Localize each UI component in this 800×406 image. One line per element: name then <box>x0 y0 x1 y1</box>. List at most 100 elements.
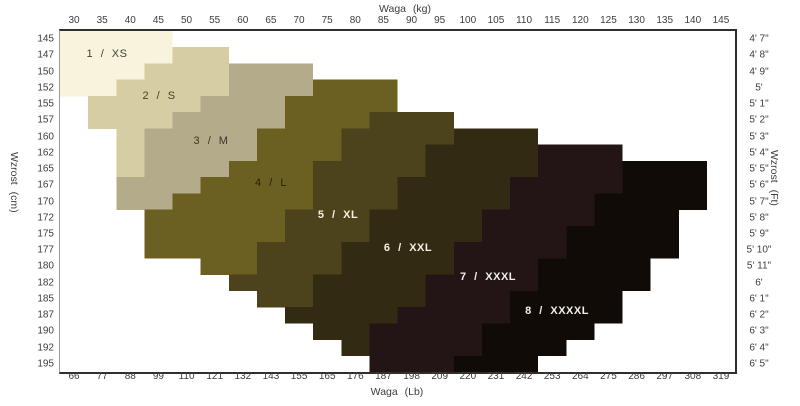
tick-label-kg: 130 <box>628 15 645 26</box>
size-band-xxxl-row <box>453 258 539 275</box>
bottom-axis-title: Waga (Lb) <box>370 386 424 398</box>
size-band-label-l: 4 / L <box>255 177 287 189</box>
size-band-xl-row <box>313 160 426 178</box>
tick-label-cm: 172 <box>37 212 54 224</box>
right-axis-title: Wzrost (Ft) <box>768 150 780 206</box>
tick-label-ft: 6' 4" <box>749 342 769 354</box>
size-band-xs-row <box>60 31 173 48</box>
size-band-xxxl-row <box>510 193 595 211</box>
size-band-l-row <box>313 79 398 97</box>
tick-label-ft: 4' 8" <box>749 49 769 61</box>
tick-label-lb: 99 <box>152 371 164 382</box>
size-band-xxxl-row <box>538 144 623 162</box>
size-band-s-row <box>116 160 145 178</box>
tick-label-ft: 6' <box>755 277 763 289</box>
tick-label-cm: 195 <box>37 358 54 370</box>
size-band-xxl-row <box>341 339 370 357</box>
size-band-s-row <box>88 95 201 113</box>
size-band-label-s: 2 / S <box>142 90 176 102</box>
tick-label-kg: 125 <box>600 15 617 26</box>
size-band-xxl-row <box>453 128 539 146</box>
size-chart-plot-area <box>59 29 737 374</box>
size-band-s-row <box>116 79 229 97</box>
tick-label-lb: 253 <box>543 371 561 382</box>
size-band-l-row <box>144 225 286 243</box>
tick-label-ft: 5' 11" <box>746 260 772 272</box>
tick-label-ft: 5' 2" <box>749 114 769 126</box>
size-band-label-xxxxl: 8 / XXXXL <box>525 305 589 317</box>
size-band-xxxxl-row <box>481 339 567 357</box>
tick-label-lb: 187 <box>375 371 392 382</box>
size-band-m-row <box>228 63 314 81</box>
size-band-xxxl-row <box>369 339 482 357</box>
size-band-l-row <box>144 242 257 259</box>
tick-label-cm: 185 <box>37 293 54 305</box>
size-band-xl-row <box>228 274 314 292</box>
size-band-label-m: 3 / M <box>193 135 229 147</box>
tick-label-lb: 308 <box>684 371 702 382</box>
tick-label-kg: 35 <box>96 15 108 26</box>
tick-label-ft: 6' 3" <box>749 325 769 337</box>
size-band-xxl-row <box>369 225 482 243</box>
size-band-label-xxl: 6 / XXL <box>383 242 433 254</box>
size-bands-canvas <box>60 31 707 372</box>
tick-label-kg: 100 <box>459 15 477 26</box>
size-band-xxl-row <box>369 209 482 227</box>
size-band-l-row <box>256 144 342 162</box>
tick-label-kg: 135 <box>656 15 674 26</box>
tick-label-ft: 5' 1" <box>749 98 769 110</box>
size-band-xxxl-row <box>397 307 510 324</box>
tick-label-kg: 45 <box>152 15 164 26</box>
tick-label-cm: 182 <box>37 277 54 289</box>
tick-label-cm: 147 <box>37 49 54 61</box>
tick-label-cm: 150 <box>37 66 54 78</box>
tick-label-lb: 286 <box>628 371 645 382</box>
size-band-m-row <box>144 160 229 178</box>
size-band-m-row <box>228 79 314 97</box>
tick-label-cm: 167 <box>37 179 54 191</box>
tick-label-cm: 162 <box>37 147 54 159</box>
tick-label-ft: 5' 4" <box>749 147 769 159</box>
size-band-xxxl-row <box>453 242 567 259</box>
size-band-xl-row <box>256 258 342 275</box>
size-band-xxxxl-row <box>566 242 679 259</box>
tick-label-ft: 4' 9" <box>749 66 769 78</box>
size-band-xxxl-row <box>481 209 595 227</box>
size-band-xs-row <box>60 79 117 97</box>
tick-label-kg: 95 <box>434 15 446 26</box>
size-band-l-row <box>285 112 370 129</box>
tick-label-lb: 143 <box>262 371 280 382</box>
size-band-l-row <box>200 258 257 275</box>
tick-label-lb: 77 <box>96 371 108 382</box>
size-band-xxxxl-row <box>538 258 651 275</box>
tick-label-lb: 264 <box>571 371 589 382</box>
size-band-xxl-row <box>341 242 454 259</box>
tick-label-kg: 65 <box>265 15 277 26</box>
tick-label-ft: 4' 7" <box>749 33 769 45</box>
tick-label-lb: 242 <box>515 371 533 382</box>
tick-label-kg: 110 <box>516 15 533 26</box>
tick-label-ft: 5' 10" <box>746 244 772 256</box>
size-band-l-row <box>200 177 314 194</box>
tick-label-kg: 120 <box>571 15 589 26</box>
tick-label-ft: 5' 3" <box>749 131 769 143</box>
tick-label-lb: 275 <box>600 371 617 382</box>
size-band-xxxl-row <box>369 323 482 340</box>
tick-label-lb: 132 <box>234 371 252 382</box>
size-band-xxxl-row <box>425 274 539 292</box>
tick-label-lb: 66 <box>68 371 80 382</box>
size-band-xxxl-row <box>369 355 454 372</box>
tick-label-cm: 177 <box>37 244 54 256</box>
size-band-m-row <box>172 112 285 129</box>
tick-label-kg: 55 <box>209 15 221 26</box>
tick-label-ft: 6' 5" <box>749 358 769 370</box>
size-band-xxxxl-row <box>622 177 707 194</box>
tick-label-cm: 190 <box>37 325 54 337</box>
top-axis-title: Waga (kg) <box>378 3 432 15</box>
tick-label-cm: 175 <box>37 228 54 240</box>
tick-label-ft: 5' 9" <box>749 228 769 240</box>
size-band-xl-row <box>341 128 454 146</box>
size-band-xxxl-row <box>538 160 623 178</box>
tick-label-lb: 209 <box>431 371 449 382</box>
tick-label-kg: 30 <box>68 15 80 26</box>
